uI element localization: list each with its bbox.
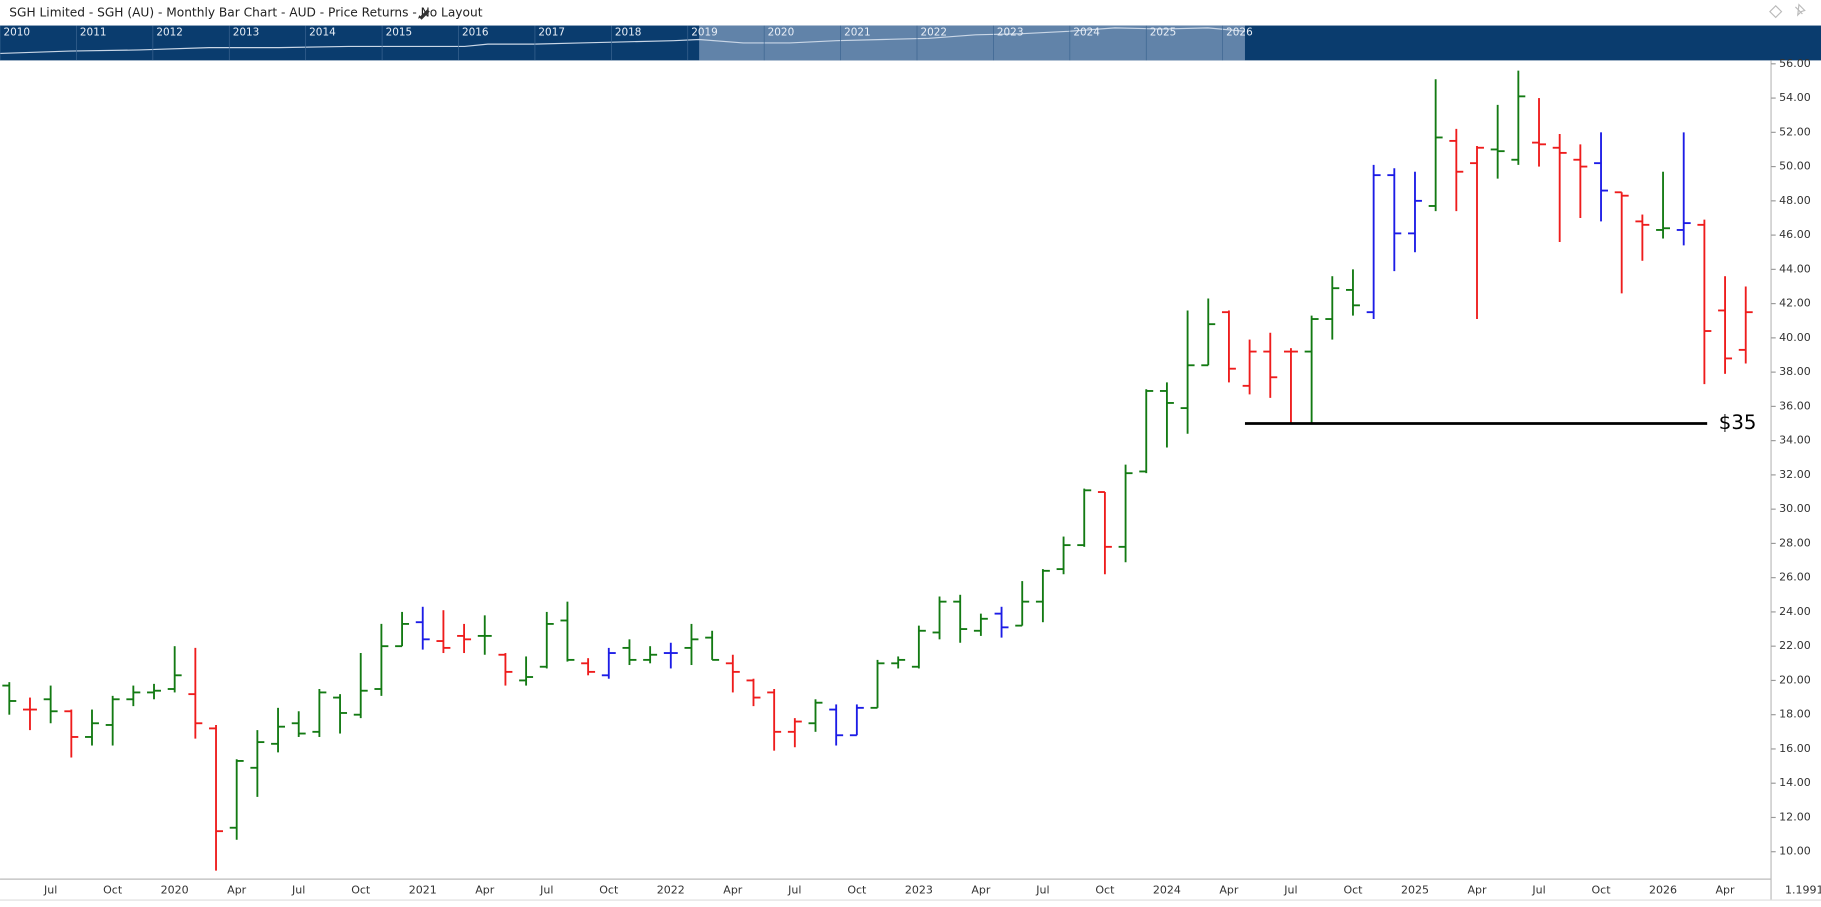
chart-title: SGH Limited - SGH (AU) - Monthly Bar Cha… <box>9 5 482 19</box>
y-tick-label: 26.00 <box>1779 571 1811 584</box>
navigator-year: 2017 <box>538 27 565 39</box>
y-tick-label: 16.00 <box>1779 742 1811 755</box>
navigator-year: 2021 <box>844 27 871 39</box>
navigator-year: 2012 <box>156 27 183 39</box>
x-tick-label: Apr <box>1219 884 1239 897</box>
navigator-year: 2015 <box>386 27 413 39</box>
corner-label: 1.1991 <box>1785 884 1821 897</box>
y-tick-label: 38.00 <box>1779 365 1811 378</box>
y-tick-label: 50.00 <box>1779 160 1811 173</box>
navigator-year: 2010 <box>4 27 31 39</box>
y-tick-label: 14.00 <box>1779 776 1811 789</box>
x-tick-label: Oct <box>599 884 619 897</box>
x-tick-label: Oct <box>1095 884 1115 897</box>
y-tick-label: 48.00 <box>1779 194 1811 207</box>
x-tick-label: Jul <box>1035 884 1049 897</box>
y-tick-label: 46.00 <box>1779 228 1811 241</box>
x-tick-label: Jul <box>291 884 305 897</box>
navigator-year: 2025 <box>1150 27 1177 39</box>
navigator-year: 2016 <box>462 27 489 39</box>
navigator-year: 2023 <box>997 27 1024 39</box>
x-tick-label: Jul <box>1531 884 1545 897</box>
x-tick-label: 2026 <box>1649 884 1677 897</box>
y-tick-label: 34.00 <box>1779 434 1811 447</box>
navigator-year: 2019 <box>691 27 718 39</box>
x-tick-label: Oct <box>1343 884 1363 897</box>
y-tick-label: 52.00 <box>1779 125 1811 138</box>
y-tick-label: 20.00 <box>1779 673 1811 686</box>
y-tick-label: 10.00 <box>1779 845 1811 858</box>
level-label: $35 <box>1719 411 1757 434</box>
y-tick-label: 30.00 <box>1779 502 1811 515</box>
navigator-year: 2018 <box>615 27 642 39</box>
navigator-year: 2020 <box>768 27 795 39</box>
x-tick-label: Oct <box>1592 884 1612 897</box>
x-tick-label: Apr <box>723 884 743 897</box>
y-tick-label: 12.00 <box>1779 810 1811 823</box>
edit-icon[interactable] <box>418 9 430 20</box>
x-tick-label: 2020 <box>161 884 189 897</box>
navigator-year: 2013 <box>233 27 260 39</box>
y-tick-label: 24.00 <box>1779 605 1811 618</box>
y-tick-label: 56.00 <box>1779 57 1811 70</box>
x-tick-label: Apr <box>475 884 495 897</box>
y-tick-label: 28.00 <box>1779 536 1811 549</box>
x-tick-label: 2021 <box>409 884 437 897</box>
pin-icon[interactable] <box>1795 3 1806 17</box>
x-tick-label: Apr <box>227 884 247 897</box>
navigator-year: 2024 <box>1073 27 1100 39</box>
navigator-year: 2011 <box>80 27 107 39</box>
draw-icon[interactable] <box>1769 4 1783 19</box>
x-tick-label: 2025 <box>1401 884 1429 897</box>
y-tick-label: 18.00 <box>1779 708 1811 721</box>
x-tick-label: 2023 <box>905 884 933 897</box>
y-tick-label: 22.00 <box>1779 639 1811 652</box>
x-tick-label: Jul <box>1283 884 1297 897</box>
y-tick-label: 40.00 <box>1779 331 1811 344</box>
x-tick-label: 2022 <box>657 884 685 897</box>
x-tick-label: Apr <box>1716 884 1736 897</box>
navigator-year: 2014 <box>309 27 336 39</box>
x-tick-label: Jul <box>539 884 553 897</box>
x-tick-label: Oct <box>351 884 371 897</box>
y-tick-label: 42.00 <box>1779 297 1811 310</box>
x-tick-label: Oct <box>103 884 123 897</box>
x-tick-label: Jul <box>43 884 57 897</box>
y-tick-label: 32.00 <box>1779 468 1811 481</box>
x-tick-label: 2024 <box>1153 884 1181 897</box>
navigator-line <box>0 27 1246 55</box>
x-tick-label: Oct <box>847 884 867 897</box>
navigator-year: 2022 <box>920 27 947 39</box>
x-tick-label: Jul <box>787 884 801 897</box>
y-tick-label: 36.00 <box>1779 399 1811 412</box>
x-tick-label: Apr <box>1467 884 1487 897</box>
navigator-year: 2026 <box>1226 27 1253 39</box>
y-tick-label: 44.00 <box>1779 262 1811 275</box>
y-tick-label: 54.00 <box>1779 91 1811 104</box>
x-tick-label: Apr <box>971 884 991 897</box>
